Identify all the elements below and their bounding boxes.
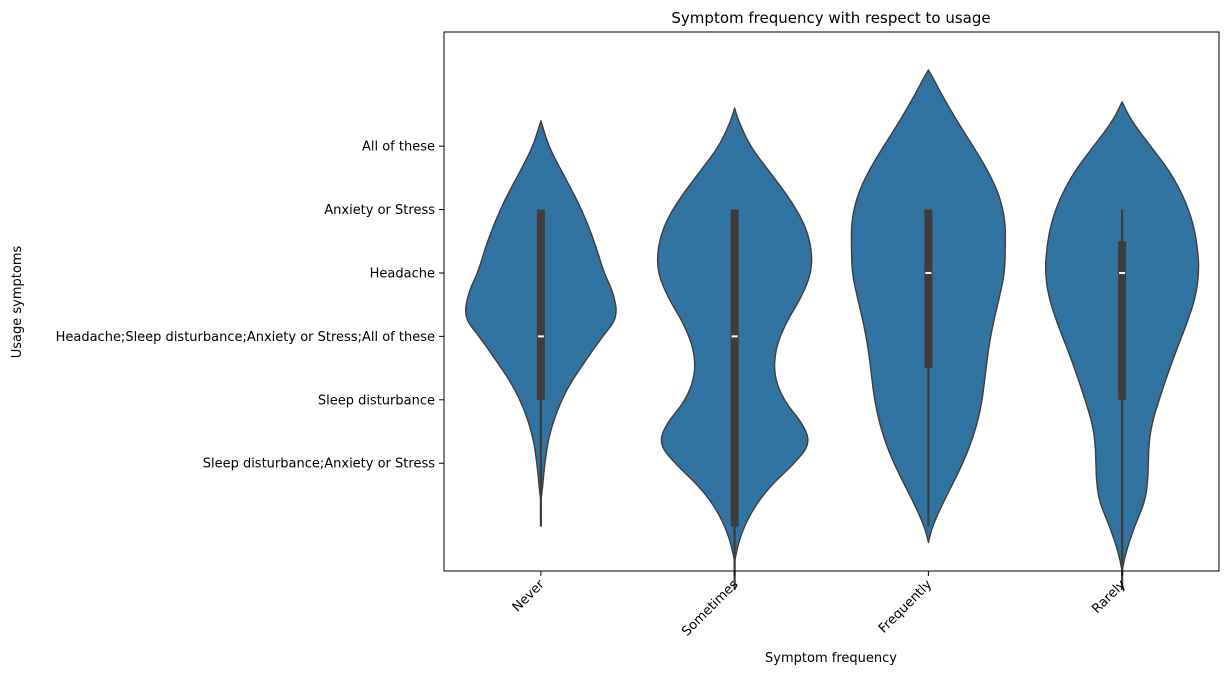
y-tick-label: Headache;Sleep disturbance;Anxiety or St… [56, 330, 435, 345]
y-axis-label: Usage symptoms [10, 246, 25, 359]
y-tick-label: Sleep disturbance [318, 393, 435, 408]
y-tick-label: Anxiety or Stress [324, 203, 435, 218]
iqr-box-frequently [924, 209, 933, 369]
iqr-box-sometimes [730, 209, 739, 527]
y-tick-label: Sleep disturbance;Anxiety or Stress [203, 457, 436, 472]
chart-title: Symptom frequency with respect to usage [671, 9, 990, 27]
plot-area [443, 31, 1220, 572]
x-tick-label: Frequently [876, 577, 935, 636]
x-axis-label: Symptom frequency [765, 651, 897, 666]
violins-layer [464, 69, 1200, 591]
x-tick-label: Sometimes [679, 577, 741, 639]
y-axis: All of these Anxiety or Stress Headache Hea… [56, 140, 444, 472]
x-tick-label: Rarely [1089, 577, 1129, 617]
x-tick-label: Never [510, 577, 548, 615]
y-tick-label: All of these [362, 140, 435, 155]
x-axis: Never Sometimes Frequently Rarely [510, 571, 1129, 639]
y-tick-label: Headache [370, 266, 435, 281]
iqr-box-rarely [1118, 241, 1127, 400]
iqr-box-never [536, 209, 545, 400]
